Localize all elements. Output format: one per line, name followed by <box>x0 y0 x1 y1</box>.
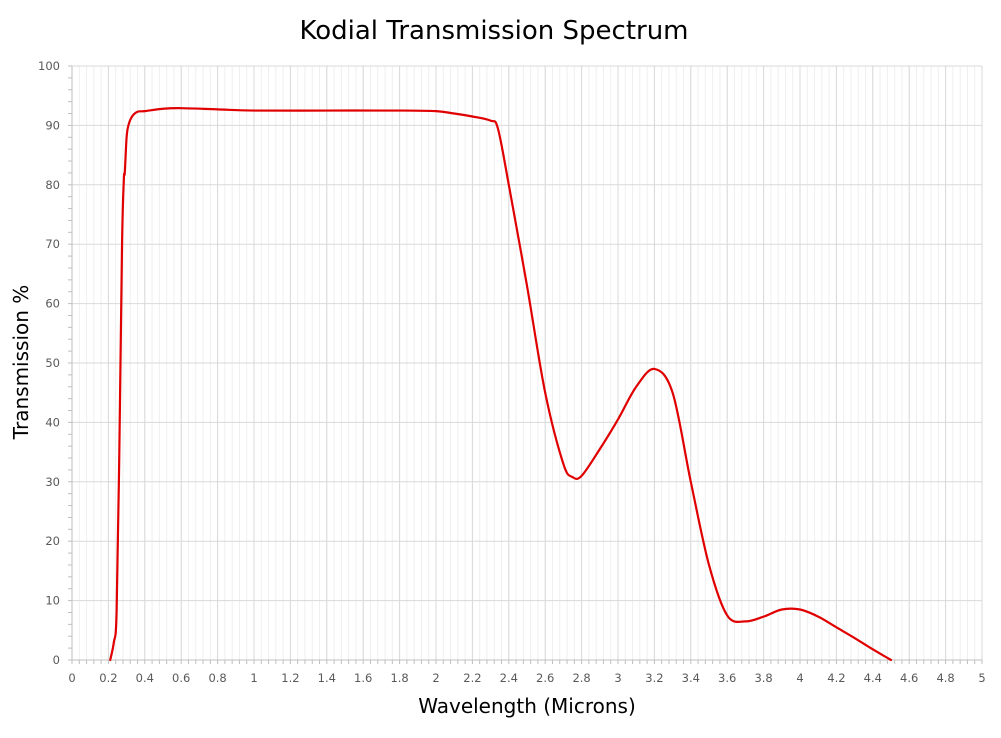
x-tick-label: 3.2 <box>645 671 663 685</box>
y-tick-label: 0 <box>53 653 60 667</box>
y-axis-title: Transmission % <box>9 285 33 441</box>
transmission-line <box>109 107 893 662</box>
x-tick-label: 4 <box>796 671 803 685</box>
x-tick-label: 1.4 <box>318 671 336 685</box>
tick-labels: 0 0.2 0.4 0.6 0.8 1 1.2 1.4 1.6 1.8 2 2.2 2.4 2.6 2.8 3… <box>38 59 986 685</box>
y-tick-label: 70 <box>45 237 60 251</box>
y-tick-label: 20 <box>45 534 60 548</box>
x-tick-label: 3.6 <box>718 671 736 685</box>
chart-title: Kodial Transmission Spectrum <box>299 16 688 46</box>
y-tick-label: 10 <box>45 594 60 608</box>
x-tick-label: 0.2 <box>99 671 117 685</box>
axes <box>68 65 983 664</box>
y-tick-label: 50 <box>45 356 60 370</box>
series-layer <box>109 107 893 662</box>
x-tick-label: 0 <box>68 671 75 685</box>
major-gridlines <box>72 65 983 660</box>
x-tick-label: 4.8 <box>936 671 954 685</box>
x-tick-label: 0.8 <box>208 671 226 685</box>
x-tick-label: 1 <box>250 671 257 685</box>
x-tick-label: 2.2 <box>463 671 481 685</box>
x-tick-label: 2.4 <box>500 671 518 685</box>
x-tick-label: 1.8 <box>390 671 408 685</box>
x-tick-label: 3 <box>614 671 621 685</box>
y-tick-label: 30 <box>45 475 60 489</box>
y-tick-label: 60 <box>45 297 60 311</box>
x-tick-label: 4.6 <box>900 671 918 685</box>
x-tick-label: 5 <box>978 671 985 685</box>
x-tick-label: 1.2 <box>281 671 299 685</box>
x-tick-label: 2.8 <box>572 671 590 685</box>
x-tick-label: 1.6 <box>354 671 372 685</box>
y-tick-label: 40 <box>45 415 60 429</box>
x-axis-title: Wavelength (Microns) <box>418 694 636 718</box>
x-tick-label: 0.4 <box>136 671 154 685</box>
y-tick-label: 100 <box>38 59 60 73</box>
x-tick-label: 2 <box>432 671 439 685</box>
y-tick-label: 80 <box>45 178 60 192</box>
x-tick-label: 4.4 <box>864 671 882 685</box>
x-tick-label: 2.6 <box>536 671 554 685</box>
x-tick-label: 0.6 <box>172 671 190 685</box>
y-tick-label: 90 <box>45 118 60 132</box>
x-tick-label: 3.8 <box>754 671 772 685</box>
x-tick-label: 3.4 <box>682 671 700 685</box>
x-tick-label: 4.2 <box>827 671 845 685</box>
